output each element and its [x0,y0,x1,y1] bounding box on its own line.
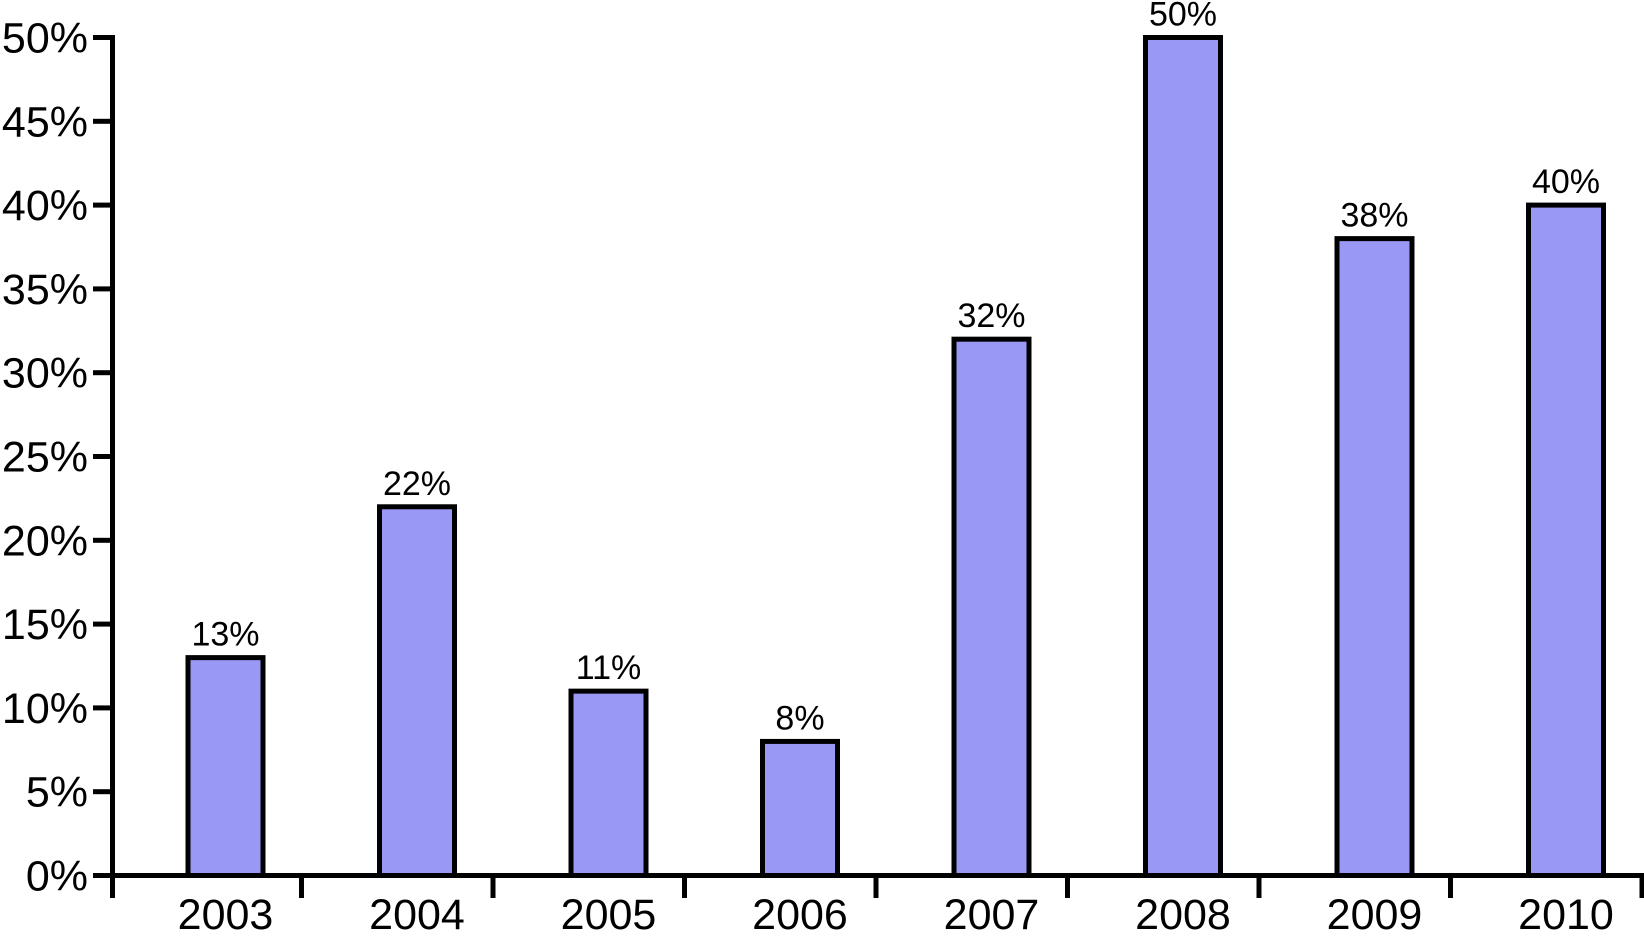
y-axis-tick [93,537,110,543]
x-axis-tick [682,878,687,898]
x-category-label: 2006 [752,891,848,939]
bar-value-label: 11% [576,649,642,687]
y-tick-label: 35% [2,266,88,314]
y-axis-tick [93,621,110,627]
bar-value-label: 8% [775,699,824,737]
bar-2003 [185,655,266,878]
x-category-label: 2004 [369,891,465,939]
x-category-label: 2010 [1518,891,1614,939]
bar-2010 [1526,202,1606,879]
y-tick-label: 5% [26,769,88,817]
x-category-label: 2007 [944,891,1040,939]
y-tick-label: 0% [26,853,88,901]
bar-value-label: 13% [191,616,259,654]
x-category-label: 2005 [561,891,657,939]
x-axis-tick [1256,878,1262,898]
y-axis-tick [93,705,110,711]
x-axis-tick [299,878,304,898]
y-axis-tick [93,35,110,40]
x-category-label: 2009 [1327,891,1423,939]
x-axis-line [110,873,1644,878]
bar-value-label: 40% [1532,163,1600,201]
y-tick-label: 45% [2,98,88,146]
y-axis-line [110,35,115,898]
bar-value-label: 32% [957,297,1025,335]
y-tick-label: 15% [2,601,88,649]
y-axis-tick [93,454,110,459]
x-axis-tick [1639,878,1644,898]
bar-2007 [951,336,1032,878]
y-axis-tick [93,370,110,376]
bar-value-label: 38% [1340,197,1408,235]
y-tick-label: 25% [2,434,88,482]
y-tick-label: 40% [2,182,88,230]
bar-2006 [760,738,840,878]
y-axis-tick [93,286,110,292]
y-tick-label: 10% [2,685,88,733]
bar-value-label: 22% [383,465,451,503]
bar-2008 [1143,35,1223,878]
x-axis-tick [490,878,496,898]
x-axis-tick [873,878,879,898]
y-axis-tick [93,202,110,208]
y-tick-label: 30% [2,350,88,398]
x-category-label: 2003 [178,891,274,939]
x-category-label: 2008 [1135,891,1231,939]
y-tick-label: 20% [2,517,88,565]
y-axis-tick [93,873,110,878]
bar-2009 [1334,236,1415,878]
y-axis-tick [93,118,110,124]
bar-2004 [377,504,457,878]
y-tick-label: 50% [2,15,88,63]
x-axis-tick [1065,878,1070,898]
y-axis-tick [93,789,110,795]
x-axis-tick [1448,878,1453,898]
bar-2005 [568,688,649,879]
bar-value-label: 50% [1149,0,1217,34]
